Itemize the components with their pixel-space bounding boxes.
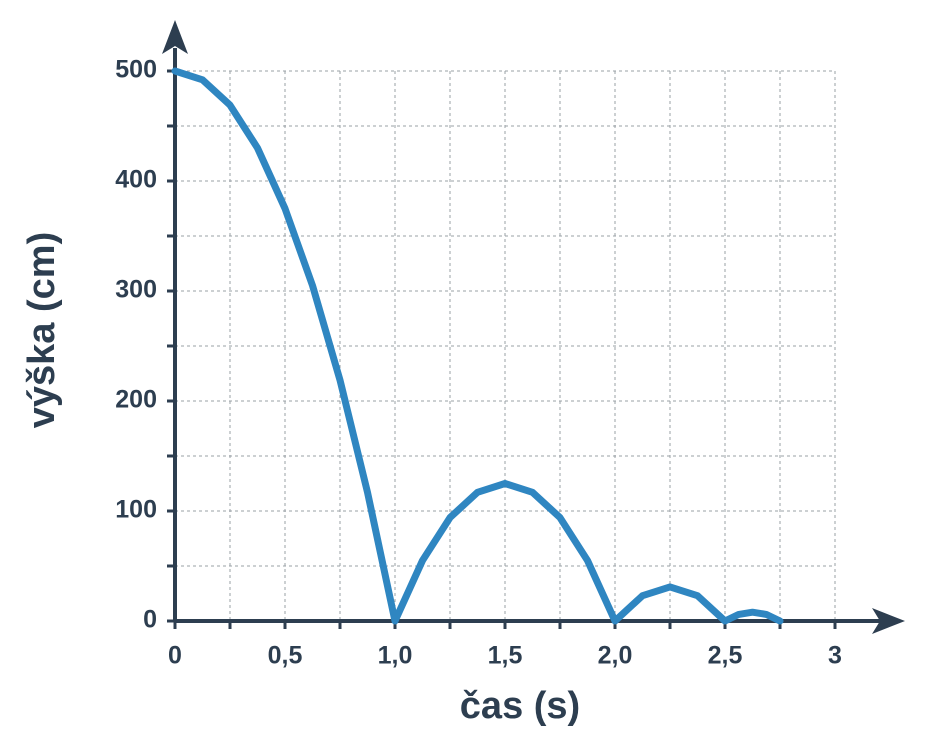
y-tick-label: 500: [115, 56, 157, 84]
x-tick-label: 0,5: [268, 642, 303, 670]
x-tick-label: 3: [828, 642, 842, 670]
y-tick-label: 400: [115, 166, 157, 194]
x-axis-title: čas (s): [460, 685, 580, 727]
x-tick-label: 1,0: [378, 642, 413, 670]
x-tick-label: 0: [168, 642, 182, 670]
y-axis-arrow: [162, 20, 188, 54]
x-tick-label: 2,5: [708, 642, 743, 670]
x-axis-arrow: [872, 608, 905, 634]
y-tick-label: 100: [115, 496, 157, 524]
y-tick-label: 300: [115, 276, 157, 304]
y-tick-label: 200: [115, 386, 157, 414]
y-axis-title: výška (cm): [21, 232, 63, 428]
x-tick-label: 2,0: [598, 642, 633, 670]
x-tick-label: 1,5: [488, 642, 523, 670]
data-line: [171, 67, 784, 625]
y-tick-label: 0: [143, 606, 157, 634]
